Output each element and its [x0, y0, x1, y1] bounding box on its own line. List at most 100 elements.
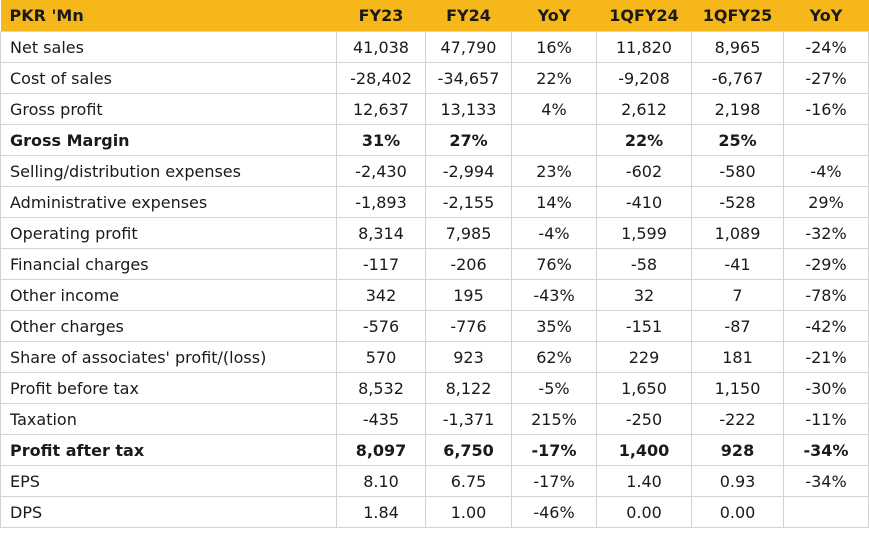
- table-row: Net sales 41,038 47,790 16% 11,820 8,965 -24%: [0, 31, 869, 63]
- 1qfy25-value: 2,198: [691, 93, 784, 125]
- yoy-quarterly-value: -34%: [783, 465, 869, 497]
- yoy-annual-value: 23%: [511, 155, 597, 187]
- 1qfy25-value: -528: [691, 186, 784, 218]
- header-label: PKR 'Mn: [0, 0, 337, 32]
- yoy-quarterly-value: -32%: [783, 217, 869, 249]
- row-label: Administrative expenses: [0, 186, 337, 218]
- table-body: Net sales 41,038 47,790 16% 11,820 8,965 -24% C…: [0, 31, 869, 528]
- 1qfy25-value: -41: [691, 248, 784, 280]
- row-label: Gross Margin: [0, 124, 337, 156]
- fy23-value: -1,893: [336, 186, 426, 218]
- fy23-value: 8,532: [336, 372, 426, 404]
- 1qfy24-value: 22%: [596, 124, 692, 156]
- table-row: Profit after tax 8,097 6,750 -17% 1,400 928 -3…: [0, 434, 869, 466]
- fy23-value: 1.84: [336, 496, 426, 528]
- table-row: Gross profit 12,637 13,133 4% 2,612 2,198 -16%: [0, 93, 869, 125]
- fy24-value: 6.75: [425, 465, 512, 497]
- fy23-value: 41,038: [336, 31, 426, 63]
- row-label: Profit before tax: [0, 372, 337, 404]
- table-row: DPS 1.84 1.00 -46% 0.00 0.00: [0, 496, 869, 528]
- header-fy23: FY23: [336, 0, 426, 32]
- yoy-quarterly-value: -24%: [783, 31, 869, 63]
- yoy-annual-value: 4%: [511, 93, 597, 125]
- 1qfy25-value: 8,965: [691, 31, 784, 63]
- fy24-value: -2,994: [425, 155, 512, 187]
- yoy-annual-value: -43%: [511, 279, 597, 311]
- yoy-annual-value: 22%: [511, 62, 597, 94]
- fy23-value: -435: [336, 403, 426, 435]
- table-row: Share of associates' profit/(loss) 570 923…: [0, 341, 869, 373]
- fy24-value: -2,155: [425, 186, 512, 218]
- yoy-quarterly-value: -16%: [783, 93, 869, 125]
- row-label: Other charges: [0, 310, 337, 342]
- row-label: DPS: [0, 496, 337, 528]
- 1qfy24-value: -9,208: [596, 62, 692, 94]
- 1qfy25-value: 181: [691, 341, 784, 373]
- row-label: Gross profit: [0, 93, 337, 125]
- table-row: Gross Margin 31% 27% 22% 25%: [0, 124, 869, 156]
- yoy-annual-value: -5%: [511, 372, 597, 404]
- 1qfy24-value: 1.40: [596, 465, 692, 497]
- fy23-value: 31%: [336, 124, 426, 156]
- 1qfy24-value: 32: [596, 279, 692, 311]
- 1qfy24-value: -58: [596, 248, 692, 280]
- fy23-value: 342: [336, 279, 426, 311]
- 1qfy24-value: 229: [596, 341, 692, 373]
- yoy-annual-value: 16%: [511, 31, 597, 63]
- fy24-value: 195: [425, 279, 512, 311]
- header-fy24: FY24: [425, 0, 512, 32]
- 1qfy24-value: 11,820: [596, 31, 692, 63]
- header-row: PKR 'Mn FY23 FY24 YoY 1QFY24 1QFY25 YoY: [0, 0, 869, 32]
- yoy-annual-value: -4%: [511, 217, 597, 249]
- yoy-quarterly-value: [783, 496, 869, 528]
- yoy-quarterly-value: -21%: [783, 341, 869, 373]
- table-row: Cost of sales -28,402 -34,657 22% -9,208 -6,7…: [0, 62, 869, 94]
- header-yoy-quarterly: YoY: [783, 0, 869, 32]
- 1qfy24-value: -410: [596, 186, 692, 218]
- header-yoy-annual: YoY: [511, 0, 597, 32]
- 1qfy24-value: 1,599: [596, 217, 692, 249]
- 1qfy24-value: -151: [596, 310, 692, 342]
- 1qfy24-value: -602: [596, 155, 692, 187]
- 1qfy25-value: 0.93: [691, 465, 784, 497]
- row-label: Operating profit: [0, 217, 337, 249]
- table-row: Financial charges -117 -206 76% -58 -41 -29%: [0, 248, 869, 280]
- header-1qfy25: 1QFY25: [691, 0, 784, 32]
- 1qfy25-value: 1,150: [691, 372, 784, 404]
- yoy-quarterly-value: -4%: [783, 155, 869, 187]
- fy24-value: -1,371: [425, 403, 512, 435]
- yoy-annual-value: 76%: [511, 248, 597, 280]
- financial-summary-table: PKR 'Mn FY23 FY24 YoY 1QFY24 1QFY25 YoY …: [0, 0, 869, 528]
- yoy-quarterly-value: 29%: [783, 186, 869, 218]
- fy24-value: -776: [425, 310, 512, 342]
- table-row: Profit before tax 8,532 8,122 -5% 1,650 1,150…: [0, 372, 869, 404]
- 1qfy24-value: 1,400: [596, 434, 692, 466]
- row-label: Share of associates' profit/(loss): [0, 341, 337, 373]
- table-row: Administrative expenses -1,893 -2,155 14% -4…: [0, 186, 869, 218]
- yoy-quarterly-value: [783, 124, 869, 156]
- row-label: Selling/distribution expenses: [0, 155, 337, 187]
- 1qfy25-value: -580: [691, 155, 784, 187]
- yoy-annual-value: 14%: [511, 186, 597, 218]
- fy23-value: 570: [336, 341, 426, 373]
- fy24-value: -34,657: [425, 62, 512, 94]
- 1qfy24-value: 0.00: [596, 496, 692, 528]
- table-row: Selling/distribution expenses -2,430 -2,99…: [0, 155, 869, 187]
- table-row: EPS 8.10 6.75 -17% 1.40 0.93 -34%: [0, 465, 869, 497]
- header-1qfy24: 1QFY24: [596, 0, 692, 32]
- fy23-value: 12,637: [336, 93, 426, 125]
- fy23-value: -117: [336, 248, 426, 280]
- fy24-value: 923: [425, 341, 512, 373]
- fy23-value: 8,097: [336, 434, 426, 466]
- 1qfy24-value: 1,650: [596, 372, 692, 404]
- yoy-annual-value: -17%: [511, 434, 597, 466]
- yoy-annual-value: 215%: [511, 403, 597, 435]
- row-label: Other income: [0, 279, 337, 311]
- 1qfy24-value: 2,612: [596, 93, 692, 125]
- yoy-annual-value: -17%: [511, 465, 597, 497]
- fy23-value: -28,402: [336, 62, 426, 94]
- 1qfy25-value: -87: [691, 310, 784, 342]
- yoy-quarterly-value: -11%: [783, 403, 869, 435]
- fy24-value: -206: [425, 248, 512, 280]
- yoy-quarterly-value: -42%: [783, 310, 869, 342]
